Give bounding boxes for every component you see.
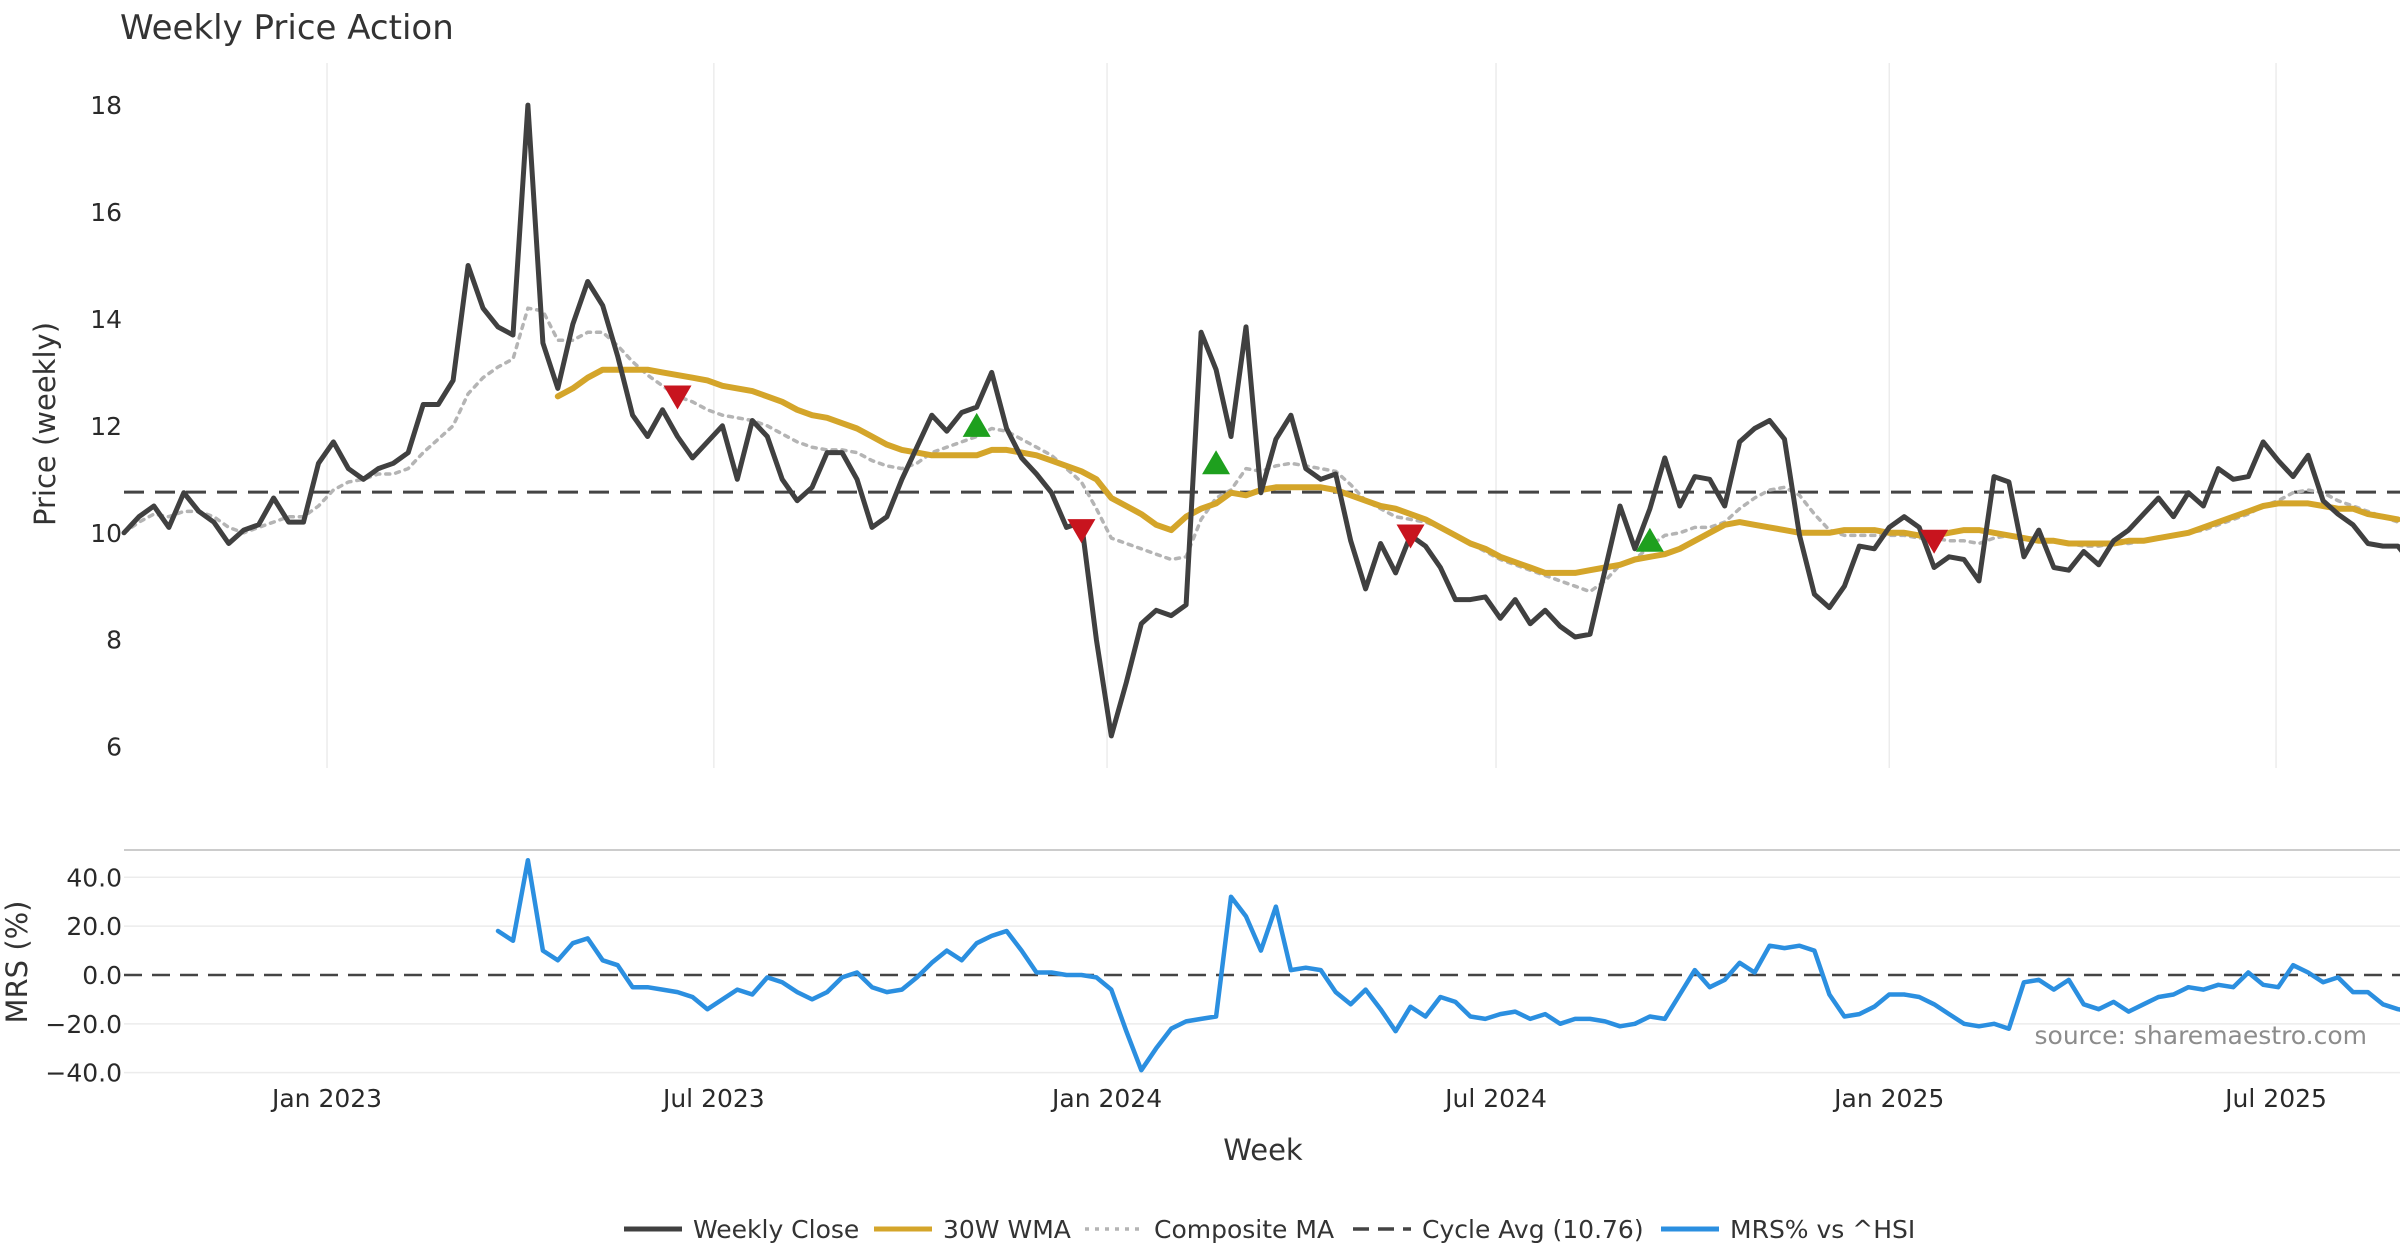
mrs-y-tick-label: 40.0 xyxy=(66,863,122,892)
x-tick-label: Jul 2025 xyxy=(2223,1084,2327,1113)
x-axis-label: Week xyxy=(1223,1133,1303,1167)
price-y-tick-label: 12 xyxy=(90,412,122,441)
legend-label: Weekly Close xyxy=(693,1215,859,1244)
mrs-axis-label: MRS (%) xyxy=(0,901,34,1024)
x-tick-label: Jan 2025 xyxy=(1832,1084,1944,1113)
price-y-tick-label: 18 xyxy=(90,91,122,120)
sell-signal-marker xyxy=(663,385,692,410)
signal-markers xyxy=(663,385,1949,554)
axes: Jan 2023 Jul 2023 Jan 2024 Jul 2024 Jan 2025… xyxy=(45,91,2327,1113)
legend-label: Cycle Avg (10.76) xyxy=(1422,1215,1644,1244)
mrs-y-tick-label: 20.0 xyxy=(66,912,122,941)
legend-label: 30W WMA xyxy=(943,1215,1071,1244)
price-y-tick-label: 10 xyxy=(90,519,122,548)
price-axis-label: Price (weekly) xyxy=(28,322,62,526)
x-tick-label: Jul 2023 xyxy=(661,1084,765,1113)
x-tick-label: Jul 2024 xyxy=(1443,1084,1547,1113)
sell-signal-marker xyxy=(1067,519,1096,544)
price-y-tick-label: 8 xyxy=(106,626,122,655)
buy-signal-marker xyxy=(1202,450,1231,475)
mrs-y-tick-label: −40.0 xyxy=(45,1059,122,1088)
mrs-line xyxy=(495,857,2400,1073)
price-y-tick-label: 14 xyxy=(90,305,122,334)
legend-label: MRS% vs ^HSI xyxy=(1730,1215,1915,1244)
sell-signal-marker xyxy=(1396,524,1425,549)
legend-label: Composite MA xyxy=(1154,1215,1334,1244)
mrs-y-tick-label: −20.0 xyxy=(45,1010,122,1039)
price-y-tick-label: 6 xyxy=(106,733,122,762)
wma-30w-line xyxy=(554,366,2400,576)
sell-signal-marker xyxy=(1920,529,1949,554)
buy-signal-marker xyxy=(1635,527,1664,552)
x-tick-label: Jan 2023 xyxy=(270,1084,382,1113)
chart-title: Weekly Price Action xyxy=(120,8,454,48)
x-tick-label: Jan 2024 xyxy=(1050,1084,1162,1113)
source-label: source: sharemaestro.com xyxy=(2035,1021,2368,1050)
grid xyxy=(124,63,2400,1074)
weekly-close-line xyxy=(121,102,2400,739)
mrs-panel xyxy=(124,857,2400,1073)
legend: Weekly Close 30W WMA Composite MA Cycle Avg… xyxy=(624,1215,1915,1244)
mrs-y-tick-label: 0.0 xyxy=(82,961,122,990)
price-panel xyxy=(121,102,2400,739)
composite-ma-line xyxy=(122,306,2400,594)
buy-signal-marker xyxy=(962,412,991,437)
price-y-tick-label: 16 xyxy=(90,198,122,227)
